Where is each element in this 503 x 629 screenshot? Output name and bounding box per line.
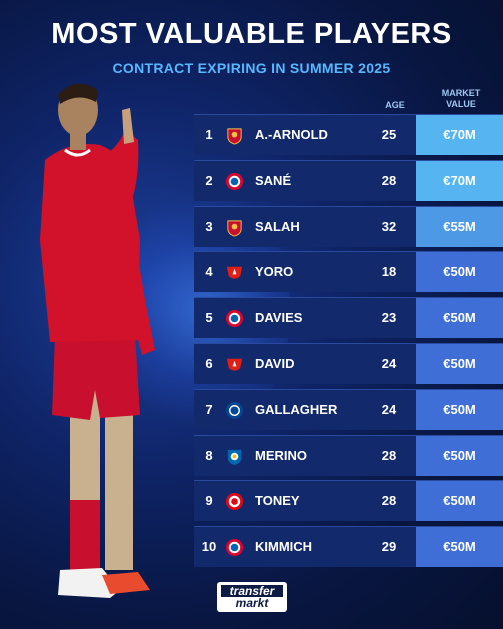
player-age: 28 [381, 447, 397, 463]
players-table: 1 A.-ARNOLD 25 €70M 2 SANÉ 28 €70M 3 SAL… [194, 114, 503, 572]
market-value-header-line2: VALUE [446, 99, 476, 109]
player-photo [40, 83, 155, 598]
player-age: 28 [381, 172, 397, 188]
market-value-header-line1: MARKET [441, 88, 481, 98]
table-row: 5 DAVIES 23 €50M [194, 297, 503, 339]
player-name: YORO [255, 264, 294, 280]
rank: 7 [205, 401, 213, 417]
page-title: MOST VALUABLE PLAYERS [51, 18, 452, 50]
player-name: DAVID [255, 355, 295, 371]
market-value: €70M [416, 115, 503, 155]
lille-crest-icon [226, 267, 243, 280]
rank: 4 [205, 264, 213, 280]
player-sock-left [70, 500, 100, 575]
player-name: SANÉ [255, 172, 292, 188]
lille-crest-icon [226, 358, 243, 371]
player-name: KIMMICH [255, 539, 313, 555]
table-row: 2 SANÉ 28 €70M [194, 159, 503, 201]
player-leg-right [105, 390, 133, 570]
player-arm-raised [100, 130, 139, 214]
player-age: 28 [381, 493, 397, 509]
player-age: 29 [381, 539, 397, 555]
liverpool-crest-icon [227, 219, 242, 237]
table-row: 4 YORO 18 €50M [194, 251, 503, 293]
market-value-column-header: MARKET VALUE [431, 88, 491, 110]
bayern-crest-icon [225, 310, 244, 328]
market-value: €50M [416, 481, 503, 522]
market-value: €50M [416, 343, 503, 384]
player-name: DAVIES [255, 310, 303, 326]
rank: 3 [205, 218, 213, 234]
transfermarkt-logo: transfer markt [217, 582, 287, 612]
rank: 2 [205, 172, 213, 188]
market-value: €50M [416, 252, 503, 293]
page-subtitle: CONTRACT EXPIRING IN SUMMER 2025 [112, 60, 391, 76]
age-column-header: AGE [385, 100, 405, 110]
chelsea-crest-icon [225, 401, 244, 419]
player-name: A.-ARNOLD [255, 127, 328, 142]
player-hair [58, 83, 98, 104]
table-row: 7 GALLAGHER 24 €50M [194, 388, 503, 430]
player-name: GALLAGHER [255, 401, 338, 417]
player-age: 23 [381, 310, 397, 326]
bayern-crest-icon [225, 172, 244, 190]
market-value: €50M [416, 435, 503, 476]
player-age: 32 [381, 218, 397, 234]
market-value: €50M [416, 298, 503, 339]
liverpool-crest-icon [227, 128, 242, 145]
market-value: €50M [416, 527, 503, 568]
table-row: 3 SALAH 32 €55M [194, 205, 503, 247]
table-row: 8 MERINO 28 €50M [194, 434, 503, 476]
player-hand [122, 108, 134, 144]
player-age: 24 [381, 401, 397, 417]
table-row: 1 A.-ARNOLD 25 €70M [194, 114, 503, 155]
player-age: 24 [381, 355, 397, 371]
rank: 1 [205, 127, 213, 142]
real-sociedad-crest-icon [227, 449, 242, 465]
brentford-crest-icon [225, 493, 244, 511]
table-row: 6 DAVID 24 €50M [194, 342, 503, 384]
market-value: €50M [416, 389, 503, 430]
rank: 9 [205, 493, 213, 509]
rank: 10 [201, 539, 217, 555]
bayern-crest-icon [225, 539, 244, 557]
player-name: SALAH [255, 218, 300, 234]
market-value: €55M [416, 206, 503, 247]
player-age: 25 [381, 127, 397, 142]
player-boot-right [102, 572, 150, 594]
player-shorts [52, 335, 140, 420]
logo-line1: transfer [221, 585, 283, 597]
table-row: 9 TONEY 28 €50M [194, 480, 503, 522]
player-age: 18 [381, 264, 397, 280]
table-row: 10 KIMMICH 29 €50M [194, 526, 503, 568]
rank: 5 [205, 310, 213, 326]
rank: 6 [205, 355, 213, 371]
rank: 8 [205, 447, 213, 463]
player-name: TONEY [255, 493, 300, 509]
logo-line2: markt [235, 596, 269, 610]
player-arm-lowered [122, 210, 155, 355]
player-name: MERINO [255, 447, 307, 463]
market-value: €70M [416, 160, 503, 201]
